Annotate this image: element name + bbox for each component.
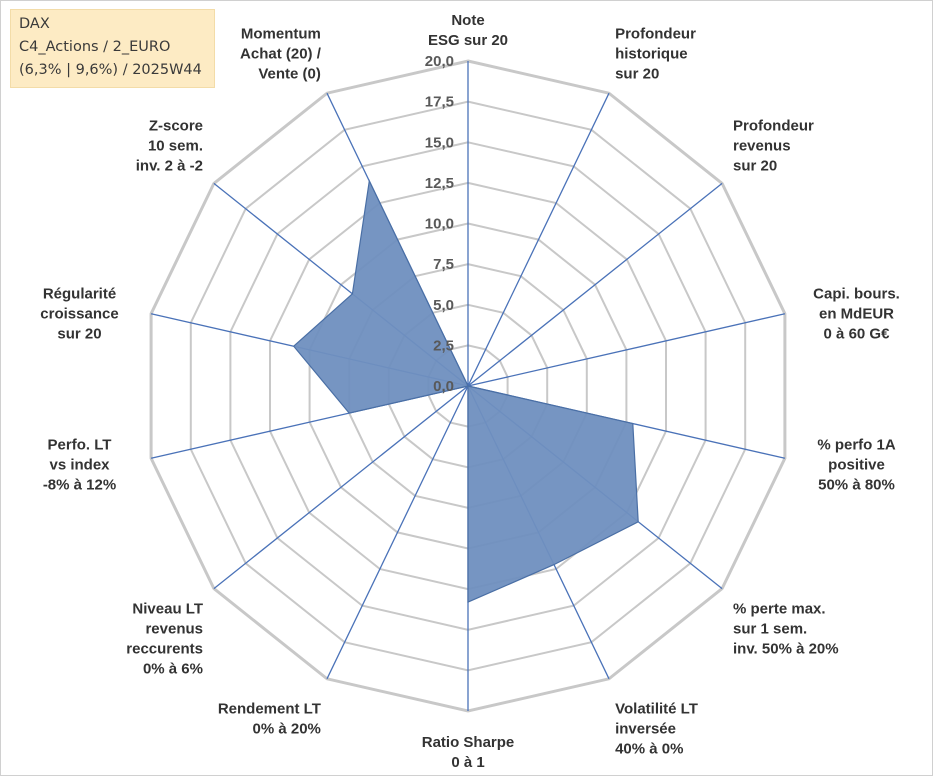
axis-label-1-line-1: historique bbox=[615, 46, 688, 63]
axis-label-4-line-1: positive bbox=[828, 456, 885, 473]
tick-label-2: 5,0 bbox=[433, 297, 454, 314]
tick-label-5: 12,5 bbox=[425, 175, 454, 192]
axis-label-4-line-0: % perfo 1A bbox=[817, 436, 896, 453]
series-area-0 bbox=[292, 178, 639, 604]
axis-label-5: % perte max. sur 1 sem. inv. 50% à 20% bbox=[733, 600, 839, 657]
axis-label-0: Note ESG sur 20 bbox=[428, 12, 508, 49]
axis-label-9-line-1: revenus bbox=[145, 620, 203, 637]
axis-label-5-line-1: sur 1 sem. bbox=[733, 620, 807, 637]
axis-spoke-8 bbox=[326, 385, 469, 680]
axis-label-1: Profondeur historique sur 20 bbox=[615, 26, 696, 83]
axis-label-11-line-0: Régularité bbox=[43, 286, 116, 303]
tick-label-6: 15,0 bbox=[425, 134, 454, 151]
axis-label-4: % perfo 1A positive 50% à 80% bbox=[817, 436, 896, 493]
axis-label-9: Niveau LT revenus reccurents 0% à 6% bbox=[126, 600, 203, 677]
axis-label-11: Régularité croissance sur 20 bbox=[40, 286, 118, 343]
axis-label-6: Volatilité LT inversée 40% à 0% bbox=[615, 700, 698, 757]
axis-label-3-line-1: en MdEUR bbox=[819, 306, 894, 323]
index-name: DAX bbox=[19, 16, 50, 32]
portfolio-label: C4_Actions / 2_EURO bbox=[19, 39, 171, 55]
axis-label-5-line-2: inv. 50% à 20% bbox=[733, 640, 839, 657]
axis-label-8-line-0: Rendement LT bbox=[218, 700, 321, 717]
axis-label-7: Ratio Sharpe 0 à 1 bbox=[422, 734, 515, 771]
axis-label-3: Capi. bours. en MdEUR 0 à 60 G€ bbox=[813, 286, 900, 343]
axis-label-3-line-2: 0 à 60 G€ bbox=[824, 326, 891, 343]
axis-label-7-line-0: Ratio Sharpe bbox=[422, 734, 515, 751]
axis-label-7-line-1: 0 à 1 bbox=[451, 754, 484, 771]
axis-label-3-line-0: Capi. bours. bbox=[813, 286, 900, 303]
axis-label-8-line-1: 0% à 20% bbox=[253, 720, 321, 737]
tick-label-7: 17,5 bbox=[425, 94, 454, 111]
axis-label-10-line-1: vs index bbox=[49, 456, 110, 473]
axis-label-10: Perfo. LT vs index -8% à 12% bbox=[43, 436, 116, 493]
axis-label-12: Z-score 10 sem. inv. 2 à -2 bbox=[136, 118, 203, 175]
tick-label-0: 0,0 bbox=[433, 378, 454, 395]
axis-label-9-line-2: reccurents bbox=[126, 640, 203, 657]
axis-label-13-line-0: Momentum bbox=[241, 26, 321, 43]
axis-spoke-2 bbox=[467, 182, 723, 387]
axis-label-8: Rendement LT 0% à 20% bbox=[218, 700, 321, 737]
axis-label-1-line-2: sur 20 bbox=[615, 66, 659, 83]
axis-label-2: Profondeur revenus sur 20 bbox=[733, 118, 814, 175]
axis-spoke-1 bbox=[467, 92, 610, 387]
tick-label-8: 20,0 bbox=[425, 53, 454, 70]
period-label: (6,3% | 9,6%) / 2025W44 bbox=[19, 62, 202, 78]
axis-label-12-line-2: inv. 2 à -2 bbox=[136, 158, 203, 175]
axis-label-2-line-0: Profondeur bbox=[733, 118, 814, 135]
axis-spoke-9 bbox=[213, 385, 469, 590]
axis-label-10-line-2: -8% à 12% bbox=[43, 476, 116, 493]
tick-label-1: 2,5 bbox=[433, 337, 454, 354]
axis-label-5-line-0: % perte max. bbox=[733, 600, 826, 617]
axis-label-9-line-0: Niveau LT bbox=[132, 600, 203, 617]
axis-label-13-line-1: Achat (20) / bbox=[240, 46, 322, 63]
axis-label-1-line-0: Profondeur bbox=[615, 26, 696, 43]
tick-label-4: 10,0 bbox=[425, 216, 454, 233]
axis-label-12-line-0: Z-score bbox=[149, 118, 203, 135]
axis-label-6-line-1: inversée bbox=[615, 720, 676, 737]
axis-label-13: Momentum Achat (20) / Vente (0) bbox=[240, 26, 322, 83]
axis-label-0-line-1: ESG sur 20 bbox=[428, 32, 508, 49]
axis-spoke-3 bbox=[467, 313, 786, 387]
axis-label-11-line-1: croissance bbox=[40, 306, 118, 323]
axis-label-6-line-0: Volatilité LT bbox=[615, 700, 698, 717]
axis-label-9-line-3: 0% à 6% bbox=[143, 660, 203, 677]
axis-label-12-line-1: 10 sem. bbox=[148, 138, 203, 155]
axis-label-10-line-0: Perfo. LT bbox=[48, 436, 112, 453]
chart-info-box: DAX C4_Actions / 2_EURO (6,3% | 9,6%) / … bbox=[10, 9, 215, 88]
axis-label-0-line-0: Note bbox=[451, 12, 484, 29]
tick-label-3: 7,5 bbox=[433, 256, 454, 273]
axis-label-4-line-2: 50% à 80% bbox=[818, 476, 895, 493]
axis-label-11-line-2: sur 20 bbox=[57, 326, 101, 343]
axis-label-2-line-2: sur 20 bbox=[733, 158, 777, 175]
axis-label-13-line-2: Vente (0) bbox=[258, 66, 321, 83]
axis-label-6-line-2: 40% à 0% bbox=[615, 740, 683, 757]
axis-label-2-line-1: revenus bbox=[733, 138, 791, 155]
